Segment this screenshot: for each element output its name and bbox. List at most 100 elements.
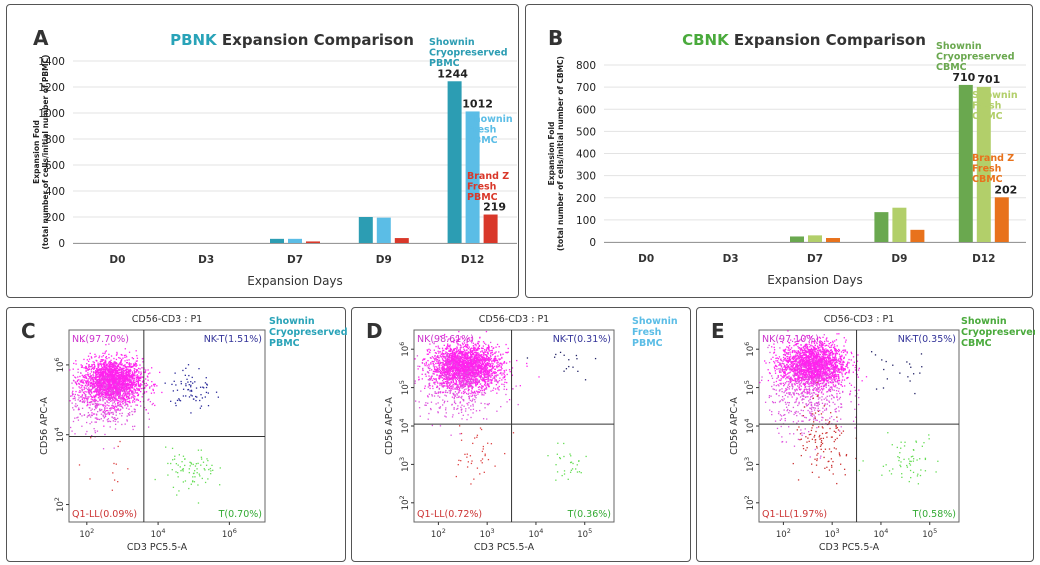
event-dot — [123, 383, 125, 385]
quadrant-t-label: T(0.70%) — [218, 509, 262, 520]
event-dot — [473, 381, 475, 384]
event-dot — [101, 394, 104, 396]
event-dot — [435, 370, 437, 372]
event-dot — [122, 384, 124, 386]
event-dot — [109, 384, 112, 386]
event-dot — [87, 355, 90, 357]
event-dot — [115, 368, 117, 370]
event-dot — [73, 362, 75, 365]
event-dot — [110, 376, 112, 378]
event-dot — [443, 366, 445, 368]
event-dot — [87, 360, 90, 363]
event-dot — [131, 391, 133, 394]
event-dot — [477, 356, 479, 358]
y-axis-label: CD56 APC-A — [39, 397, 50, 455]
event-dot — [123, 395, 126, 397]
event-dot — [110, 385, 112, 387]
event-dot — [136, 404, 139, 406]
event-dot — [196, 468, 198, 470]
event-dot — [147, 373, 150, 375]
event-dot — [471, 387, 473, 390]
event-dot — [453, 368, 455, 370]
event-dot — [98, 363, 100, 366]
event-dot — [93, 413, 96, 415]
event-dot — [475, 361, 477, 363]
event-dot — [178, 490, 180, 492]
event-dot — [468, 351, 470, 354]
event-dot — [106, 380, 109, 382]
event-dot — [442, 353, 445, 355]
event-dot — [110, 374, 112, 376]
event-dot — [100, 374, 103, 376]
event-dot — [436, 362, 439, 364]
event-dot — [463, 386, 465, 389]
event-dot — [481, 347, 483, 349]
event-dot — [124, 348, 126, 350]
event-dot — [164, 382, 166, 384]
event-dot — [422, 358, 425, 360]
event-dot — [462, 376, 465, 378]
event-dot — [120, 363, 122, 365]
event-dot — [171, 383, 173, 386]
event-dot — [449, 366, 451, 369]
event-dot — [141, 376, 143, 378]
event-dot — [104, 362, 106, 365]
event-dot — [115, 393, 117, 395]
event-dot — [459, 389, 461, 392]
event-dot — [128, 395, 130, 397]
event-dot — [87, 378, 89, 380]
event-dot — [140, 390, 142, 393]
event-dot — [87, 398, 89, 400]
event-dot — [463, 342, 466, 344]
event-dot — [117, 387, 119, 389]
event-dot — [526, 362, 528, 365]
event-dot — [128, 397, 131, 399]
chart-title-accent: CBNK — [682, 31, 730, 49]
event-dot — [473, 346, 475, 349]
event-dot — [442, 356, 445, 358]
event-dot — [114, 394, 116, 397]
event-dot — [115, 391, 117, 394]
event-dot — [444, 371, 446, 373]
event-dot — [113, 361, 115, 363]
event-dot — [84, 384, 87, 387]
event-dot — [131, 376, 133, 378]
event-dot — [122, 390, 125, 392]
event-dot — [441, 353, 443, 356]
event-dot — [90, 369, 93, 371]
event-dot — [89, 366, 91, 368]
event-dot — [125, 385, 128, 388]
event-dot — [487, 359, 490, 362]
event-dot — [97, 369, 99, 371]
event-dot — [85, 397, 87, 399]
event-dot — [491, 360, 493, 362]
event-dot — [210, 472, 212, 475]
event-dot — [90, 400, 93, 403]
bar — [270, 238, 284, 243]
event-dot — [443, 368, 445, 370]
event-dot — [494, 359, 496, 362]
event-dot — [87, 412, 90, 414]
event-dot — [460, 365, 462, 368]
event-dot — [104, 361, 107, 363]
event-dot — [126, 420, 128, 422]
event-dot — [120, 390, 122, 392]
event-dot — [176, 389, 179, 391]
event-dot — [465, 378, 467, 381]
event-dot — [131, 378, 133, 380]
event-dot — [460, 357, 462, 359]
event-dot — [128, 408, 130, 410]
event-dot — [95, 372, 97, 375]
event-dot — [75, 363, 77, 365]
event-dot — [159, 371, 161, 374]
event-dot — [116, 385, 118, 387]
event-dot — [145, 409, 147, 411]
event-dot — [87, 384, 89, 386]
event-dot — [113, 367, 115, 369]
event-dot — [83, 414, 86, 416]
event-dot — [462, 338, 464, 340]
event-dot — [118, 395, 120, 398]
event-dot — [147, 399, 149, 401]
event-dot — [136, 371, 138, 373]
event-dot — [129, 389, 132, 392]
